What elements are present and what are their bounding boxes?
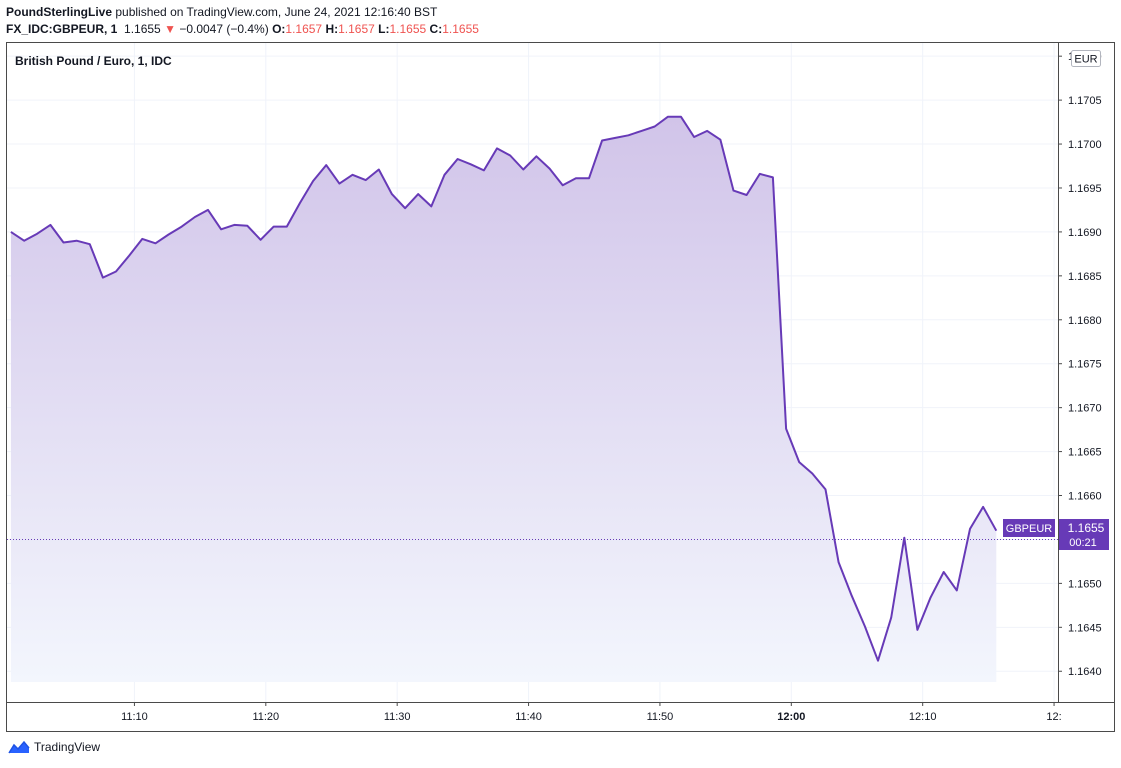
low-value: 1.1655 (389, 22, 427, 36)
price-line (10, 115, 998, 662)
x-tick-label: 11:10 (121, 711, 148, 723)
time-axis: 11:10 11:20 11:30 11:40 11:50 12:00 12:10 12: (121, 702, 1062, 723)
currency-label: EUR (1074, 54, 1097, 66)
brand-label: TradingView (34, 740, 101, 754)
symbol-label: FX_IDC:GBPEUR, 1 (6, 22, 118, 36)
tradingview-brand[interactable]: TradingView (8, 740, 100, 754)
symbol-tag: GBPEUR (1006, 523, 1053, 535)
price-tag-bg (1059, 519, 1109, 550)
publisher-name: PoundSterlingLive (6, 5, 113, 19)
price-axis: 1.1640 1.1645 1.1650 1.1655 1.1660 1.1665 1.16… (1058, 51, 1102, 678)
close-value: 1.1655 (442, 22, 479, 36)
change-value: −0.0047 (−0.4%) (179, 22, 269, 36)
published-text: published on TradingView.com, June 24, 2… (115, 5, 438, 19)
open-label: O: (272, 22, 286, 36)
published-line: PoundSterlingLive published on TradingVi… (6, 5, 437, 19)
x-tick-label: 11:30 (384, 711, 411, 723)
high-value: 1.1657 (338, 22, 375, 36)
y-tick-label: 1.1665 (1068, 447, 1102, 459)
y-tick-label: 1.1685 (1068, 271, 1102, 283)
last-price: 1.1655 (124, 22, 161, 36)
currency-badge: EUR (1071, 50, 1101, 67)
y-tick-label: 1.1695 (1068, 183, 1102, 195)
x-tick-label: 12:10 (909, 711, 937, 723)
x-tick-label: 12: (1046, 711, 1061, 723)
open-value: 1.1657 (285, 22, 323, 36)
down-arrow-icon: ▼ (164, 22, 176, 36)
chart-title: British Pound / Euro, 1, IDC (15, 54, 172, 68)
last-price-marker: GBPEUR 1.1655 00:21 (1003, 519, 1109, 550)
symbol-tag-bg (1003, 519, 1055, 537)
ohlc-line: FX_IDC:GBPEUR, 1 1.1655 ▼ −0.0047 (−0.4%… (6, 22, 479, 36)
x-tick-label: 11:40 (515, 711, 542, 723)
y-tick-label: 1.1700 (1068, 139, 1102, 151)
y-tick-label: 1.1670 (1068, 403, 1102, 415)
price-series (7, 115, 1058, 683)
low-label: L: (378, 22, 390, 36)
price-area-fill (10, 116, 997, 683)
y-tick-label: 1.1645 (1068, 622, 1102, 634)
high-label: H: (325, 22, 339, 36)
countdown-tag: 00:21 (1069, 537, 1097, 549)
y-tick-label: 1.1650 (1068, 578, 1102, 590)
y-tick-label: 1.1705 (1068, 95, 1102, 107)
y-tick-label: 1.1675 (1068, 359, 1102, 371)
chart[interactable]: 1.1640 1.1645 1.1650 1.1655 1.1660 1.1665 1.16… (0, 0, 1121, 740)
y-tick-label: 1.1640 (1068, 666, 1102, 678)
y-tick-label: 1.1660 (1068, 491, 1102, 503)
close-label: C: (429, 22, 443, 36)
y-tick-label: 1.1690 (1068, 227, 1102, 239)
x-tick-label: 11:20 (252, 711, 279, 723)
y-tick-label: 1.1680 (1068, 315, 1102, 327)
chart-frame (6, 42, 1115, 732)
last-price-tag: 1.1655 (1068, 521, 1105, 535)
x-tick-label: 12:00 (777, 711, 805, 723)
tradingview-logo-icon (8, 740, 30, 754)
x-tick-label: 11:50 (647, 711, 674, 723)
